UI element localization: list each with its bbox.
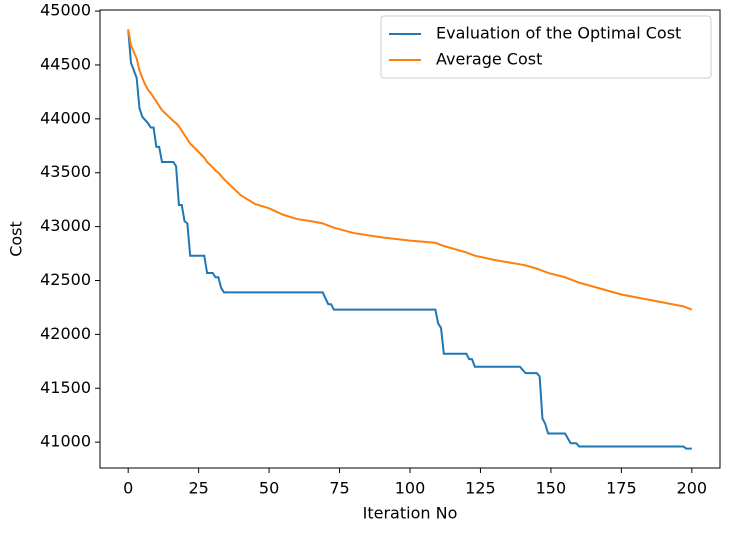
y-tick-label: 44500 xyxy=(40,54,91,73)
y-tick-label: 41500 xyxy=(40,378,91,397)
legend-label: Average Cost xyxy=(436,50,542,69)
y-tick-label: 43000 xyxy=(40,216,91,235)
series-line xyxy=(127,29,692,450)
x-tick-label: 200 xyxy=(677,479,708,498)
series-line xyxy=(127,29,693,311)
x-tick-label: 0 xyxy=(123,479,133,498)
plot-frame xyxy=(99,9,721,469)
x-tick-label: 150 xyxy=(536,479,567,498)
x-tick-label: 50 xyxy=(259,479,279,498)
x-tick-label: 125 xyxy=(465,479,496,498)
legend-label: Evaluation of the Optimal Cost xyxy=(436,24,681,43)
y-tick-label: 45000 xyxy=(40,1,91,20)
y-tick-label: 44000 xyxy=(40,108,91,127)
legend-box xyxy=(380,15,712,79)
y-tick-label: 43500 xyxy=(40,162,91,181)
y-tick-label: 42500 xyxy=(40,270,91,289)
y-tick-label: 41000 xyxy=(40,432,91,451)
x-tick-label: 25 xyxy=(188,479,208,498)
x-axis-label: Iteration No xyxy=(363,504,458,523)
y-axis-label: Cost xyxy=(7,221,26,257)
y-tick-label: 42000 xyxy=(40,324,91,343)
x-tick-label: 75 xyxy=(329,479,349,498)
x-tick-label: 100 xyxy=(395,479,426,498)
x-tick-label: 175 xyxy=(606,479,637,498)
